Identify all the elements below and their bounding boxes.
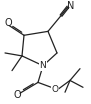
Text: O: O [52, 85, 59, 94]
Text: O: O [4, 18, 12, 28]
Text: O: O [13, 90, 21, 100]
Text: N: N [40, 61, 46, 70]
Text: N: N [67, 1, 75, 11]
